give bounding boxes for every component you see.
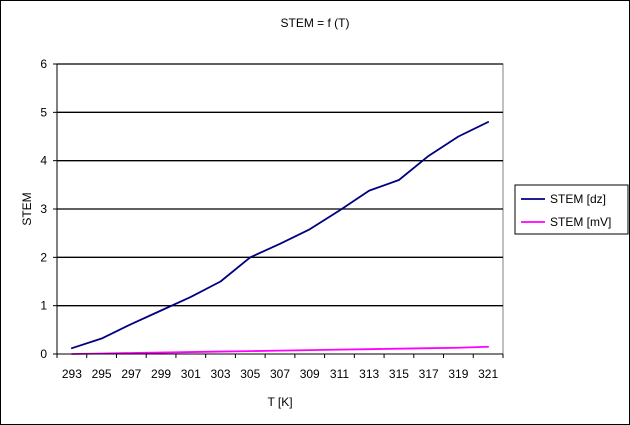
grid-lines bbox=[57, 63, 503, 307]
x-axis-label: T [K] bbox=[267, 395, 292, 409]
y-tick-label: 1 bbox=[40, 299, 47, 313]
x-tick-label: 301 bbox=[181, 367, 201, 381]
y-tick-label: 5 bbox=[40, 105, 47, 119]
legend-box bbox=[514, 184, 629, 235]
legend: STEM [dz] STEM [mV] bbox=[514, 184, 629, 235]
x-tick-label: 321 bbox=[478, 367, 498, 381]
y-axis-ticks: 0 1 2 3 4 5 6 bbox=[40, 57, 57, 361]
y-axis-label: STEM bbox=[20, 192, 34, 225]
legend-label-stem-dz: STEM [dz] bbox=[550, 192, 606, 206]
x-tick-label: 299 bbox=[151, 367, 171, 381]
chart-title: STEM = f (T) bbox=[281, 16, 350, 30]
x-tick-label: 293 bbox=[62, 367, 82, 381]
x-tick-label: 307 bbox=[270, 367, 290, 381]
x-axis-ticks: 293 295 297 299 301 303 305 307 309 311 313 315 317 3… bbox=[56, 354, 504, 381]
y-tick-label: 4 bbox=[40, 154, 47, 168]
x-tick-label: 309 bbox=[300, 367, 320, 381]
x-tick-label: 311 bbox=[330, 367, 349, 381]
x-tick-label: 303 bbox=[211, 367, 231, 381]
y-tick-label: 0 bbox=[40, 347, 47, 361]
y-tick-label: 2 bbox=[40, 250, 47, 264]
x-tick-label: 315 bbox=[389, 367, 409, 381]
series-layer bbox=[70, 121, 490, 355]
x-tick-label: 313 bbox=[359, 367, 379, 381]
x-tick-label: 297 bbox=[121, 367, 141, 381]
y-tick-label: 3 bbox=[40, 202, 47, 216]
x-tick-label: 319 bbox=[448, 367, 468, 381]
legend-label-stem-mv: STEM [mV] bbox=[550, 215, 611, 229]
x-tick-label: 317 bbox=[419, 367, 439, 381]
y-tick-label: 6 bbox=[40, 57, 47, 71]
x-tick-label: 305 bbox=[240, 367, 260, 381]
x-tick-label: 295 bbox=[92, 367, 112, 381]
